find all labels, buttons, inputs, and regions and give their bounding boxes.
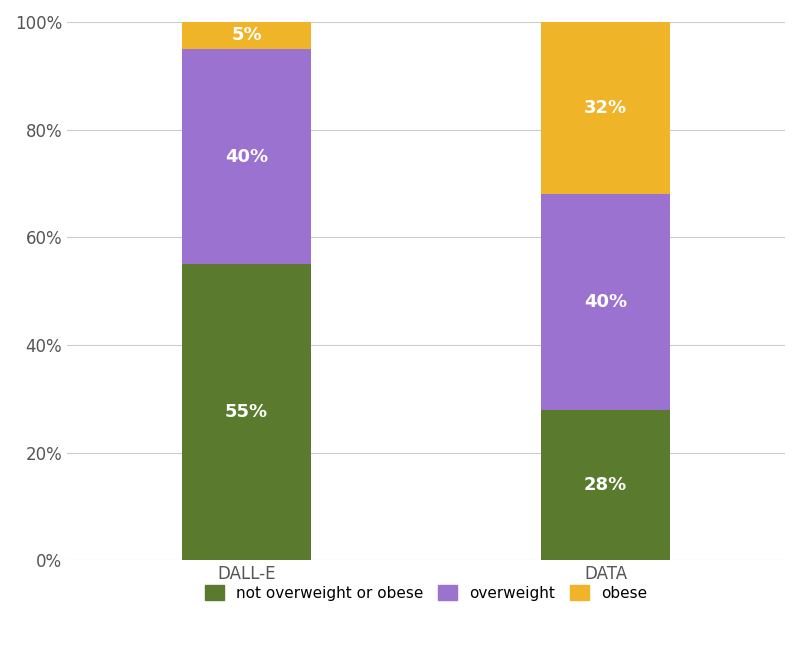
Bar <box>541 410 670 561</box>
Text: 40%: 40% <box>225 147 268 166</box>
Bar <box>541 22 670 194</box>
Bar <box>182 49 311 265</box>
Legend: not overweight or obese, overweight, obese: not overweight or obese, overweight, obe… <box>199 578 653 607</box>
Text: 55%: 55% <box>225 403 268 421</box>
Bar <box>541 194 670 410</box>
Text: 5%: 5% <box>231 26 262 45</box>
Bar <box>182 265 311 561</box>
Text: 28%: 28% <box>584 476 627 494</box>
Text: 32%: 32% <box>584 99 627 117</box>
Text: 40%: 40% <box>584 293 627 311</box>
Bar <box>182 22 311 49</box>
